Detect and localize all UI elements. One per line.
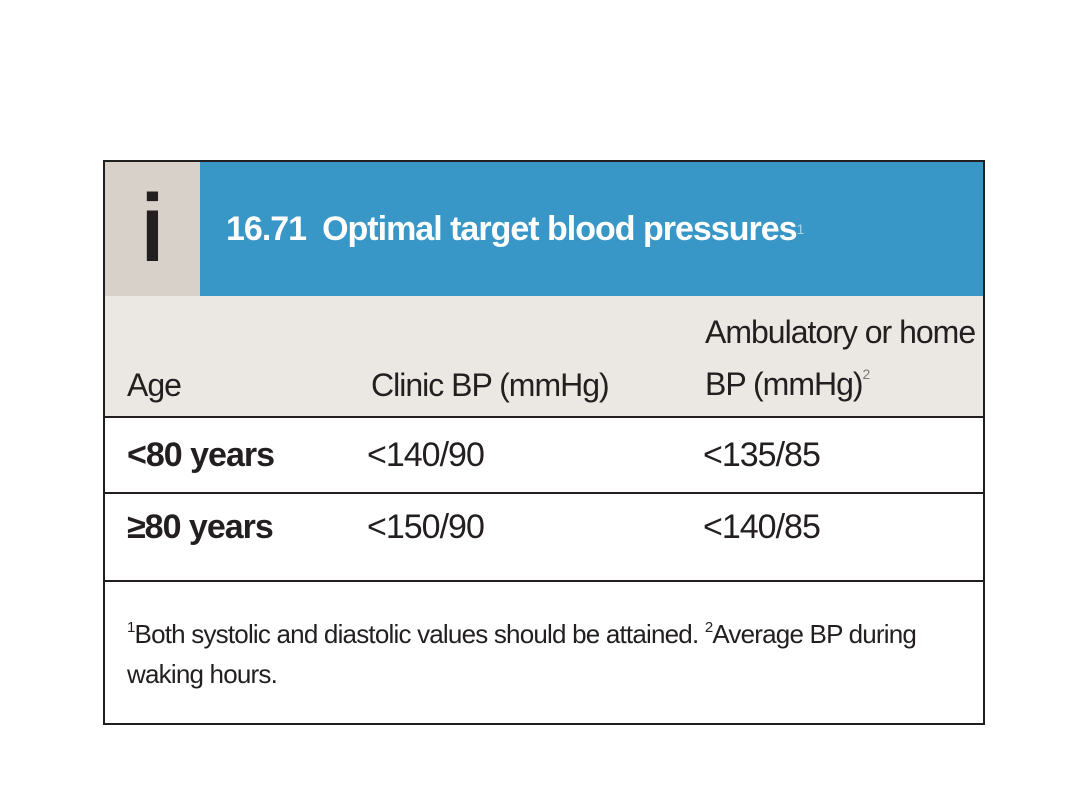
table-number: 16.71 bbox=[226, 209, 307, 248]
column-header-ambulatory-line1: Ambulatory or home bbox=[705, 314, 976, 350]
column-header-ambulatory: Ambulatory or home BP (mmHg)2 bbox=[705, 311, 976, 405]
column-header-clinic: Clinic BP (mmHg) bbox=[371, 367, 610, 403]
ambulatory-bp-cell: <140/85 bbox=[703, 508, 821, 546]
info-icon: i bbox=[141, 175, 164, 282]
column-header-age: Age bbox=[127, 367, 182, 403]
footnote-marker-2: 2 bbox=[704, 619, 713, 636]
table-title: 16.71 Optimal target blood pressures 1 bbox=[200, 162, 983, 296]
table-title-text: Optimal target blood pressures bbox=[322, 209, 797, 248]
table-footnote: 1Both systolic and diastolic values shou… bbox=[127, 608, 967, 694]
footnote-text-1: Both systolic and diastolic values shoul… bbox=[134, 619, 705, 649]
table-row: ≥80 years <150/90 <140/85 bbox=[105, 494, 983, 582]
ambulatory-bp-cell: <135/85 bbox=[703, 436, 821, 474]
title-footnote-marker: 1 bbox=[796, 221, 805, 237]
column-header-ambulatory-line2-text: BP (mmHg) bbox=[705, 366, 864, 402]
ambulatory-footnote-marker: 2 bbox=[862, 366, 871, 382]
footnote-marker-1: 1 bbox=[127, 619, 135, 636]
info-block: i bbox=[105, 162, 200, 296]
info-box: i 16.71 Optimal target blood pressures 1 … bbox=[103, 160, 985, 725]
clinic-bp-cell: <140/90 bbox=[367, 436, 485, 474]
table-header-row: Age Clinic BP (mmHg) Ambulatory or home … bbox=[105, 296, 983, 418]
footnote-text-2: Average BP during waking hours. bbox=[127, 619, 917, 689]
age-cell: ≥80 years bbox=[127, 508, 274, 546]
clinic-bp-cell: <150/90 bbox=[367, 508, 485, 546]
title-bar: i 16.71 Optimal target blood pressures 1 bbox=[105, 162, 983, 296]
age-cell: <80 years bbox=[127, 436, 275, 474]
column-header-ambulatory-line2: BP (mmHg)2 bbox=[705, 353, 975, 405]
table-row: <80 years <140/90 <135/85 bbox=[105, 418, 983, 494]
